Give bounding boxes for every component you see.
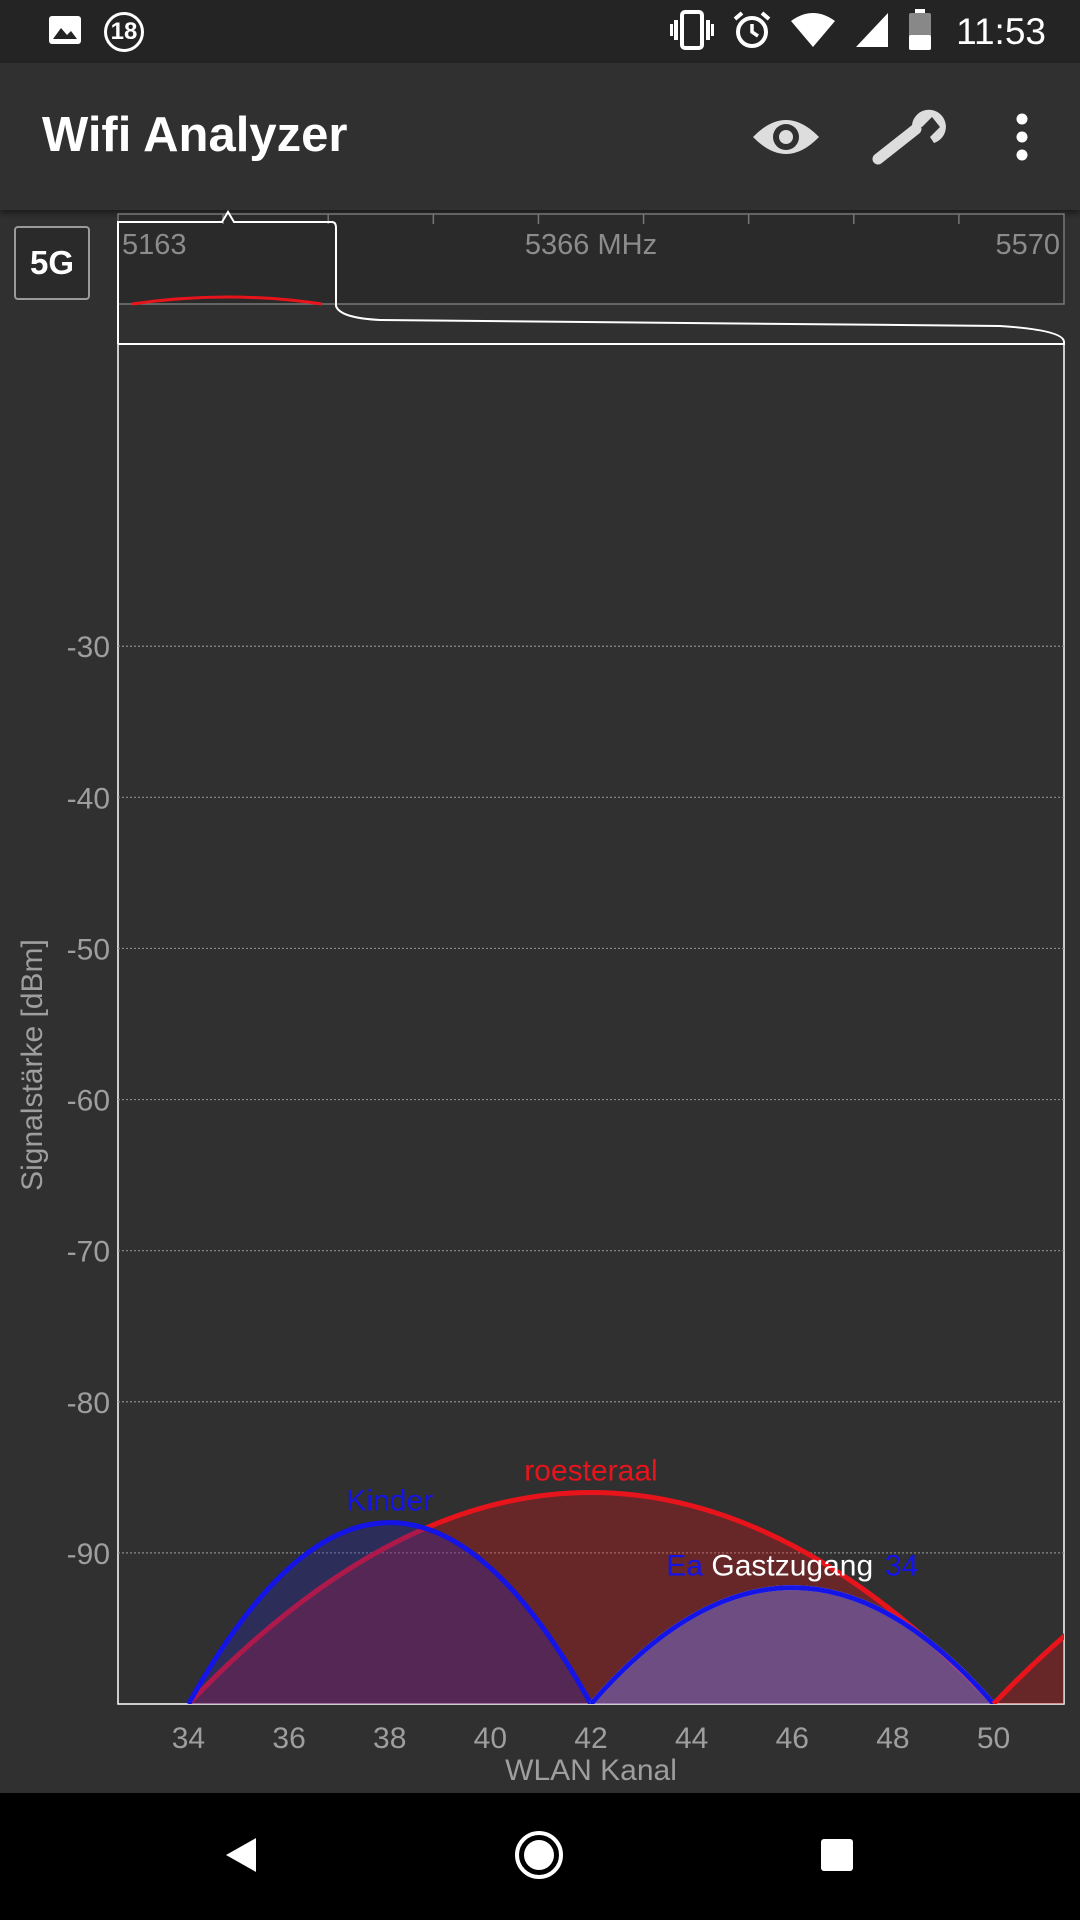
overview-label-end: 5570 [995, 229, 1060, 261]
app-toolbar: Wifi Analyzer [0, 63, 1080, 210]
recents-icon [820, 1838, 854, 1877]
x-tick-label: 36 [272, 1722, 305, 1755]
y-tick-label: -50 [67, 933, 110, 966]
chart-grid [118, 645, 1064, 1554]
more-options-button[interactable] [976, 93, 1068, 185]
more-vert-icon [1015, 113, 1029, 166]
x-tick-label: 48 [876, 1722, 909, 1755]
wrench-icon [872, 107, 952, 172]
y-tick-label: -90 [67, 1538, 110, 1571]
battery-icon [908, 8, 932, 56]
chart-plot-area [117, 343, 1065, 1705]
vibrate-icon [670, 9, 715, 55]
eye-button[interactable] [740, 93, 832, 185]
series-gastzugang-area [591, 1587, 994, 1704]
series-label-fragment: Ea [666, 1550, 703, 1583]
y-tick-label: -30 [67, 631, 110, 664]
wifi-icon [790, 11, 836, 54]
y-tick-label: -80 [67, 1387, 110, 1420]
app-title: Wifi Analyzer [42, 108, 348, 162]
back-icon [224, 1836, 258, 1879]
home-button[interactable] [494, 1821, 584, 1893]
series-kinder-line [186, 1520, 594, 1704]
y-tick-label: -40 [67, 782, 110, 815]
x-tick-label: 42 [574, 1722, 607, 1755]
series-unlabeled-line [991, 1633, 1064, 1704]
status-bar: 18 11:53 [0, 0, 1080, 63]
navigation-bar [0, 1793, 1080, 1920]
overview-label-mid: 5366 MHz [525, 229, 657, 261]
chart-series-labels: roesteraal Kinder Ea 34 Gastzugang [346, 1454, 918, 1582]
series-label: roesteraal [524, 1454, 657, 1487]
back-button[interactable] [196, 1821, 286, 1893]
band-toggle-button[interactable]: 5G [14, 226, 90, 300]
alarm-icon [732, 10, 772, 55]
image-icon [48, 15, 82, 50]
series-ea-area [591, 1587, 994, 1704]
settings-button[interactable] [866, 93, 958, 185]
series-gastzugang-line [589, 1585, 996, 1704]
cell-signal-icon [854, 11, 890, 54]
series-roesteraal-line [186, 1490, 996, 1704]
series-label: Gastzugang [711, 1550, 873, 1583]
x-axis-title: WLAN Kanal [505, 1754, 677, 1787]
series-ea-line [589, 1585, 996, 1704]
x-tick-label: 50 [977, 1722, 1010, 1755]
series-label-fragment: 34 [885, 1550, 918, 1583]
frequency-overview: 5163 5366 MHz 5570 [117, 210, 1065, 345]
y-axis-title: Signalstärke [dBm] [16, 939, 49, 1191]
overview-selection-window [117, 210, 1065, 345]
chart-axes: -30 -40 -50 -60 -70 -80 -90 34 36 38 40 42 44 46 48 50 W… [16, 631, 1010, 1787]
recents-button[interactable] [792, 1821, 882, 1893]
x-tick-label: 34 [172, 1722, 205, 1755]
chart-series [186, 1490, 1064, 1704]
x-tick-label: 40 [474, 1722, 507, 1755]
plot-border [117, 343, 1065, 1705]
x-tick-label: 44 [675, 1722, 708, 1755]
overview-label-start: 5163 [122, 229, 187, 261]
y-tick-label: -60 [67, 1085, 110, 1118]
x-tick-label: 46 [776, 1722, 809, 1755]
series-kinder-area [188, 1522, 591, 1704]
series-roesteraal-area [188, 1492, 994, 1704]
overview-signal-curve [131, 295, 323, 306]
clock: 11:53 [956, 11, 1046, 52]
notification-count-icon: 18 [104, 12, 144, 52]
series-label: Kinder [346, 1485, 433, 1518]
series-unlabeled-area [993, 1636, 1064, 1704]
x-tick-label: 38 [373, 1722, 406, 1755]
y-tick-label: -70 [67, 1236, 110, 1269]
home-icon [514, 1830, 564, 1885]
eye-icon [751, 113, 821, 166]
overview-strip [117, 213, 1065, 305]
